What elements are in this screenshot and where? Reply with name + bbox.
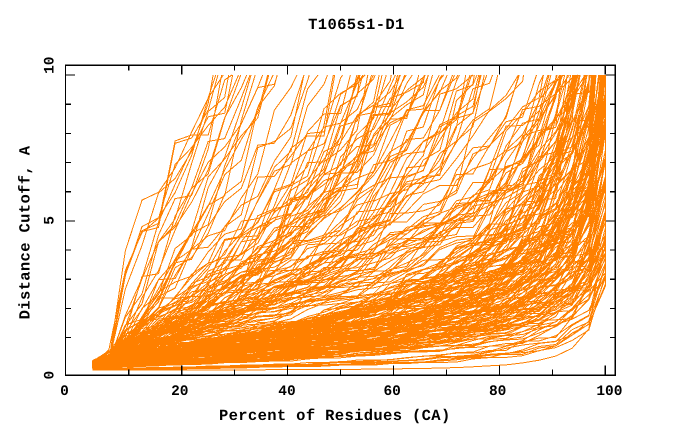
svg-text:80: 80	[489, 384, 506, 400]
svg-text:T1065s1-D1: T1065s1-D1	[308, 16, 405, 34]
svg-text:0: 0	[60, 384, 69, 400]
svg-text:10: 10	[43, 56, 59, 73]
svg-text:Percent of Residues (CA): Percent of Residues (CA)	[219, 407, 451, 425]
svg-text:100: 100	[596, 384, 622, 400]
svg-text:Distance Cutoff, A: Distance Cutoff, A	[17, 145, 35, 319]
svg-text:60: 60	[383, 384, 400, 400]
svg-text:20: 20	[171, 384, 188, 400]
svg-text:5: 5	[43, 216, 59, 225]
svg-text:0: 0	[43, 371, 59, 380]
svg-text:40: 40	[278, 384, 295, 400]
